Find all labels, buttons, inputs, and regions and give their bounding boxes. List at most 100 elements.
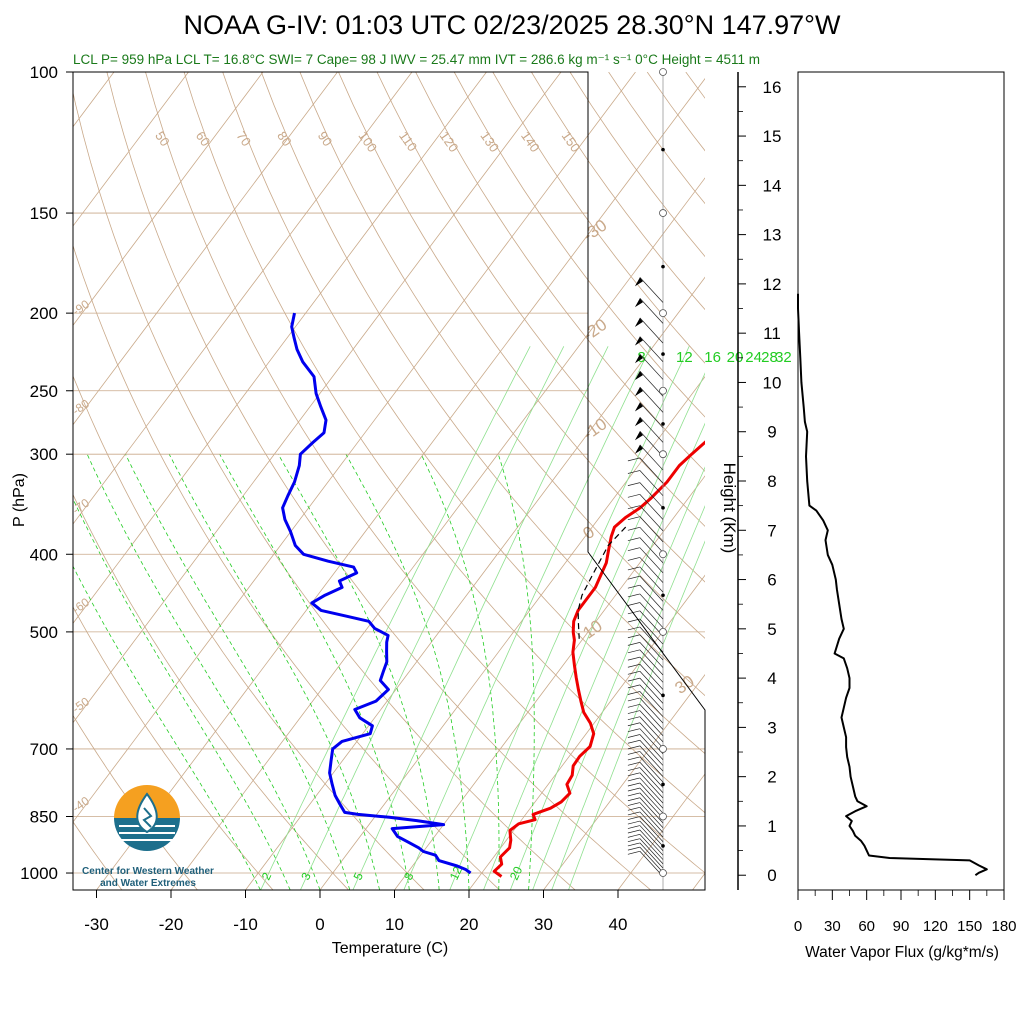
wind-barb-feather — [627, 782, 640, 787]
height-tick-label: 11 — [763, 324, 781, 343]
wind-barb — [639, 816, 664, 842]
wind-level-dot — [661, 693, 665, 698]
wind-barb-feather — [627, 787, 640, 792]
mixing-ratio-line — [260, 346, 531, 890]
x-axis-label: Temperature (C) — [332, 940, 448, 957]
height-tick-label: 0 — [767, 866, 776, 885]
wind-barb — [639, 807, 664, 833]
wind-barb — [639, 505, 664, 532]
wind-barb — [639, 820, 664, 847]
dry-adiabat-line — [73, 90, 576, 890]
wind-barb-feather — [627, 516, 640, 521]
dry-adiabat-label: 130 — [477, 129, 502, 155]
mixing-ratio-label: 20 — [507, 864, 525, 882]
wind-barb-pennant — [634, 277, 643, 287]
dry-adiabat-line — [73, 606, 274, 890]
x-tick-label: 40 — [609, 915, 628, 934]
wind-barb — [639, 575, 664, 602]
water-vapor-flux-line — [797, 293, 988, 877]
wind-barb-feather — [627, 684, 640, 689]
wind-barb-feather — [627, 602, 640, 606]
mixing-ratio-label: 2 — [259, 870, 275, 882]
wind-barb — [639, 851, 664, 877]
mixing-ratio-line — [403, 346, 652, 890]
flux-x-axis-label: Water Vapor Flux (g/kg*m/s) — [805, 944, 999, 961]
wind-level-dot — [661, 264, 665, 269]
wind-barb — [639, 277, 664, 303]
wind-barb-feather — [627, 537, 640, 541]
wind-barb-feather — [627, 756, 640, 761]
flux-x-tick-label: 150 — [957, 918, 982, 935]
isotherm-line — [617, 773, 705, 890]
dry-adiabat-line — [260, 72, 705, 697]
isotherm-line — [73, 72, 487, 624]
flux-frame — [797, 71, 1005, 891]
height-tick-label: 15 — [763, 127, 782, 146]
wind-barb-feather — [627, 710, 640, 714]
wind-barb — [639, 431, 664, 457]
wind-barb-pennant — [634, 431, 643, 441]
wind-barb — [639, 691, 664, 717]
dry-adiabat-line — [145, 72, 705, 874]
wind-level-marker — [659, 450, 667, 459]
dry-adiabat-line — [299, 72, 705, 639]
wind-barb — [639, 802, 664, 829]
wind-level-dot — [661, 147, 665, 152]
wind-level-marker — [659, 812, 667, 821]
wind-barb-feather — [627, 834, 640, 838]
moist-adiabat-line — [86, 454, 321, 890]
wind-barb-feather — [627, 811, 640, 816]
wind-barb-feather — [627, 457, 640, 462]
wind-barb — [639, 740, 664, 766]
wind-barb-feather — [627, 470, 640, 474]
mixing-ratio-line — [509, 422, 705, 890]
wind-barb — [639, 716, 664, 743]
wind-barb — [639, 537, 664, 564]
logo-line-1: Center for Western Weather — [82, 866, 214, 877]
dry-adiabat-label: 100 — [355, 129, 380, 155]
wind-barb-pennant — [634, 371, 643, 381]
wind-barb-feather — [627, 792, 640, 797]
wind-barb — [639, 762, 664, 788]
water-drop-icon — [136, 792, 158, 834]
wind-barb-feather — [627, 482, 640, 486]
wind-barb — [639, 846, 664, 873]
y-tick-label: 1000 — [20, 864, 58, 883]
sounding-indices: LCL P= 959 hPa LCL T= 16.8°C SWI= 7 Cape… — [73, 52, 761, 67]
cw3e-logo — [114, 785, 180, 851]
wind-barb-feather — [627, 816, 640, 820]
dry-adiabat-label: 80 — [274, 129, 295, 149]
wind-barb — [639, 354, 664, 380]
wind-barb-feather — [627, 850, 640, 855]
flux-x-tick-label: 60 — [858, 918, 875, 935]
wind-barb — [639, 792, 664, 819]
wind-level-dot — [661, 422, 665, 426]
mixing-ratio-label: 5 — [350, 870, 366, 882]
wind-level-marker — [659, 386, 667, 395]
isotherm-line — [96, 77, 705, 890]
flux-x-tick-label: 30 — [824, 918, 841, 935]
wind-barb-pennant — [634, 417, 643, 427]
wind-barb — [639, 642, 664, 668]
wind-barb-feather — [627, 745, 640, 750]
wind-level-marker — [659, 869, 667, 877]
wind-barb — [639, 722, 664, 749]
wind-barb — [639, 416, 664, 443]
wind-barb — [639, 751, 664, 777]
wind-barb-feather — [627, 670, 640, 675]
wind-barb — [639, 593, 664, 620]
wind-barb-feather — [627, 663, 640, 668]
isotherm-line — [394, 475, 705, 890]
dry-adiabat-line — [183, 72, 705, 814]
wind-barb — [639, 402, 664, 428]
height-tick-label: 13 — [763, 226, 782, 245]
x-tick-label: -30 — [84, 915, 109, 934]
wind-barb-feather — [627, 751, 640, 755]
moist-adiabat-line — [73, 565, 261, 890]
y-tick-label: 400 — [30, 545, 58, 564]
wind-barb — [639, 745, 664, 772]
y-tick-label: 150 — [30, 204, 58, 223]
wind-barb — [639, 829, 664, 856]
wind-barb-pennant — [634, 336, 643, 346]
